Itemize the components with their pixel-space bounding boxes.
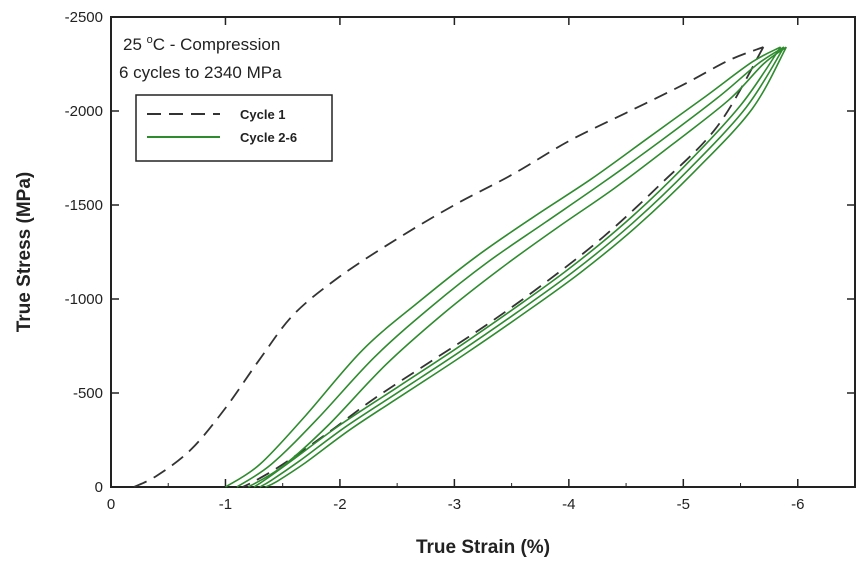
axis-ticks: 0 -1 -2 -3 -4 -5 -6 0 -500 -1000 -1500 -2000 -2500 — [65, 9, 855, 513]
x-tick-label: -4 — [562, 496, 575, 513]
data-series — [133, 46, 788, 488]
annotation-line-1: 25 oC - Compression — [123, 34, 280, 54]
legend-label-cycle-2-6: Cycle 2-6 — [240, 130, 297, 145]
series-line-0 — [133, 46, 764, 488]
y-tick-label: -1500 — [65, 197, 103, 214]
legend: Cycle 1 Cycle 2-6 — [135, 94, 333, 162]
series-line-2 — [225, 46, 781, 488]
y-axis-title: True Stress (MPa) — [14, 172, 35, 333]
x-tick-label: -5 — [677, 496, 690, 513]
y-tick-label: -2000 — [65, 103, 103, 120]
series-line-6 — [247, 46, 787, 488]
series-line-3 — [253, 46, 782, 488]
y-tick-label: 0 — [95, 479, 103, 496]
x-tick-label: -6 — [791, 496, 804, 513]
series-line-7 — [265, 46, 788, 488]
series-line-1 — [242, 46, 765, 488]
x-axis-title: True Strain (%) — [416, 537, 550, 558]
plot-frame — [110, 16, 856, 488]
y-tick-label: -1000 — [65, 291, 103, 308]
series-line-4 — [236, 46, 785, 488]
series-line-5 — [259, 46, 785, 488]
y-tick-label: -2500 — [65, 9, 103, 26]
x-tick-label: 0 — [107, 496, 115, 513]
x-tick-label: -2 — [333, 496, 346, 513]
x-tick-label: -3 — [448, 496, 461, 513]
y-tick-label: -500 — [73, 385, 103, 402]
x-tick-label: -1 — [219, 496, 232, 513]
legend-label-cycle-1: Cycle 1 — [240, 107, 286, 122]
legend-box — [135, 94, 333, 162]
annotation-line-2: 6 cycles to 2340 MPa — [119, 63, 282, 82]
